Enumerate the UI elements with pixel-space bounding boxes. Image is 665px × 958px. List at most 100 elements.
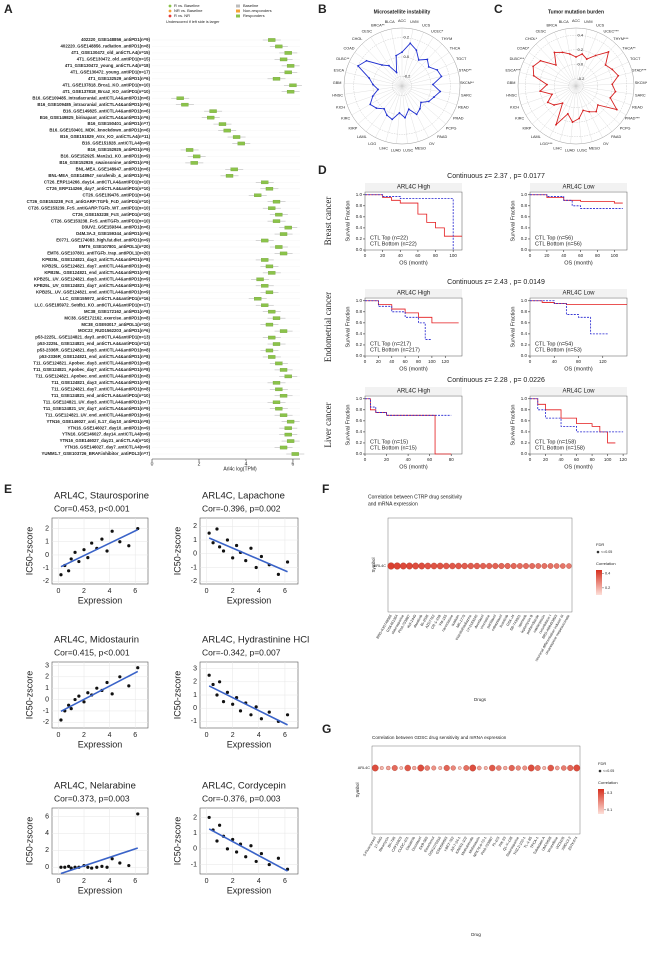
legend-label: CTL Top (n=217) bbox=[370, 341, 411, 347]
box bbox=[286, 90, 295, 94]
panel-label: E bbox=[4, 482, 12, 496]
scatter-point bbox=[77, 694, 81, 698]
axis-label: ACC bbox=[398, 19, 406, 23]
x-tick-label: 6 bbox=[133, 878, 137, 885]
axis-label: ESCA bbox=[334, 69, 345, 73]
dot bbox=[477, 765, 482, 771]
spoke bbox=[575, 72, 633, 87]
radar-point bbox=[555, 123, 557, 126]
y-tick-label: -2 bbox=[43, 578, 49, 585]
legend-label: Non-responders bbox=[243, 8, 272, 13]
radar-point bbox=[404, 116, 406, 119]
row-label: KPB25L_GSE124821_end_antiCTLA4&antiPD1(n… bbox=[44, 270, 150, 275]
y-tick-label: 0.0 bbox=[521, 451, 528, 456]
scatter-point bbox=[118, 675, 122, 679]
plot-title: ARL4C Low bbox=[562, 185, 595, 191]
plot-frame bbox=[51, 661, 149, 729]
radar-point bbox=[398, 112, 401, 114]
y-axis-label: IC50-zscore bbox=[172, 527, 182, 576]
x-tick-label: 80 bbox=[433, 253, 439, 258]
axis-label: SKCM* bbox=[635, 81, 648, 85]
scatter-point bbox=[218, 545, 222, 549]
plot-title: ARL4C, Hydrastinine HCl bbox=[202, 635, 309, 646]
x-tick-label: 0 bbox=[205, 588, 209, 595]
scatter-point bbox=[211, 682, 215, 687]
plot-frame bbox=[51, 807, 149, 875]
scatter-point bbox=[127, 544, 131, 548]
x-tick-label: 100 bbox=[428, 359, 436, 364]
scatter-point bbox=[110, 857, 114, 861]
radar-point bbox=[551, 93, 553, 96]
scatter-point bbox=[118, 861, 122, 865]
dot bbox=[504, 563, 511, 569]
title-strip bbox=[530, 387, 627, 395]
trend-line bbox=[208, 537, 288, 573]
spoke bbox=[549, 85, 577, 138]
dot bbox=[387, 562, 395, 570]
row-label: EMT6_GSE107801_antiPDL1(n=20) bbox=[79, 244, 151, 249]
legend-marker bbox=[598, 769, 602, 773]
x-tick-label: dasatinib bbox=[413, 614, 424, 628]
scatter-point bbox=[285, 560, 290, 564]
axis-label: LUSC bbox=[403, 149, 413, 153]
row-label: T11_GSE124821_UV_day7_antiCTLA4&antiPD1(… bbox=[43, 406, 150, 411]
legend-swatch bbox=[236, 14, 240, 18]
axis-label: KIRP bbox=[522, 127, 531, 131]
x-tick-label: Dasatinib bbox=[405, 836, 416, 851]
row-label: B16_GSE150401_antiPD1(n=7) bbox=[88, 121, 151, 126]
scatter-point bbox=[225, 847, 230, 851]
row-label: 4T1_GSE130472_old_antiPD1(n=15) bbox=[77, 57, 151, 62]
radar-point bbox=[539, 90, 542, 93]
radar-point bbox=[561, 51, 564, 54]
dot bbox=[469, 764, 477, 772]
y-tick-label: 1 bbox=[193, 830, 197, 837]
dot bbox=[496, 765, 502, 771]
y-tick-label: 1 bbox=[193, 537, 197, 544]
radar-point bbox=[553, 51, 556, 54]
y-tick-label: 1.0 bbox=[356, 192, 363, 197]
scatter-point bbox=[267, 710, 271, 714]
axis-label: UCEC*** bbox=[604, 29, 620, 33]
axis-label: READ bbox=[632, 105, 643, 109]
panel-label: F bbox=[322, 482, 329, 496]
axis-label: TGCT bbox=[456, 57, 467, 61]
survival-curve bbox=[365, 194, 462, 237]
y-tick-label: 0.0 bbox=[521, 247, 528, 252]
axis-label: LGG bbox=[368, 142, 376, 146]
axis-label: COAD bbox=[344, 46, 355, 50]
y-tick-label: -1 bbox=[191, 718, 197, 725]
legend-label: CTL Top (n=158) bbox=[535, 439, 576, 445]
radar-point bbox=[368, 77, 371, 79]
row-label: CT26_GSE139476_antiPD1(n=14) bbox=[83, 192, 151, 197]
scatter-point bbox=[215, 693, 219, 697]
row-label: CT26_ERP114266_day7_antiCTLA4&antiPD1(n=… bbox=[46, 186, 150, 191]
dot bbox=[473, 562, 481, 570]
axis-label: CESC bbox=[362, 29, 373, 33]
radar-grid bbox=[554, 64, 598, 108]
row-header: Continuous z= 2.43 , p= 0.0149 bbox=[447, 279, 545, 286]
plot-title: ARL4C Low bbox=[562, 291, 595, 297]
spoke bbox=[575, 37, 608, 87]
radar-point bbox=[419, 107, 421, 110]
row-label: YTN16_GSE146027_day14_antiCTLA4(n=9) bbox=[62, 432, 151, 437]
panel-label: C bbox=[494, 2, 503, 16]
panel-label: B bbox=[318, 2, 327, 16]
y-tick-label: 0.2 bbox=[521, 440, 528, 445]
radar-point bbox=[615, 108, 618, 111]
x-tick-label: 0 bbox=[56, 878, 60, 885]
dot bbox=[560, 563, 566, 569]
row-label: D3UV2_GSE159344_antiPD1(n=6) bbox=[82, 225, 151, 230]
box bbox=[284, 225, 292, 230]
y-tick-label: 0.4 bbox=[521, 331, 528, 336]
row-label: p53-2225L_GSE124821_day3_antiCTLA4&antiP… bbox=[35, 335, 150, 340]
box bbox=[286, 64, 295, 68]
y-axis-label: IC50-zscore bbox=[24, 817, 34, 866]
row-label: T11_GSE124821_Apobec_end_antiCTLA4&antiP… bbox=[35, 374, 150, 379]
dot bbox=[529, 563, 536, 569]
y-tick-label: 0 bbox=[193, 551, 197, 558]
scatter-point bbox=[86, 556, 90, 560]
row-label: T11_GSE124821_UV_end_antiCTLA4&antiPD1(n… bbox=[45, 412, 150, 417]
scatter-point bbox=[105, 680, 109, 685]
radar-grid bbox=[392, 76, 412, 96]
radar-point bbox=[431, 83, 434, 86]
